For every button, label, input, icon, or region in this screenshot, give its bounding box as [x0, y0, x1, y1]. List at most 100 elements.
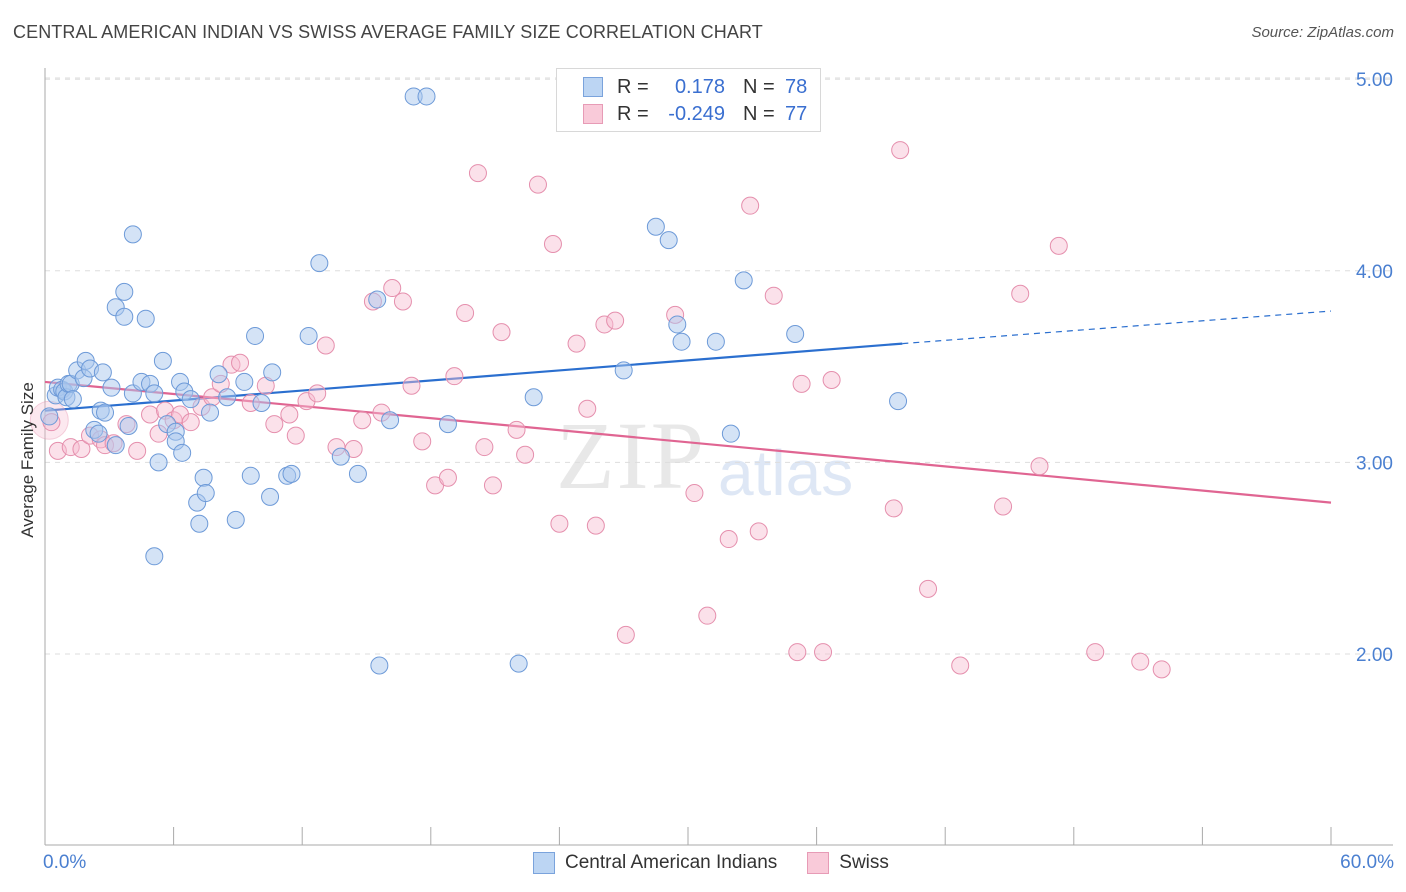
- data-point-central-american-indians: [194, 468, 213, 487]
- data-point-swiss: [616, 625, 635, 644]
- trend-line-extension: [902, 310, 1332, 345]
- data-point-swiss: [516, 445, 535, 464]
- r-value: 0.178: [674, 75, 725, 98]
- y-tick-labels: 2.00 3.00 4.00 5.00: [1356, 70, 1393, 666]
- data-point-central-american-indians: [96, 403, 115, 422]
- data-point-central-american-indians: [263, 363, 282, 382]
- data-point-swiss: [567, 334, 586, 353]
- data-point-central-american-indians: [115, 282, 134, 301]
- data-point-swiss: [1152, 660, 1171, 679]
- n-label: N =: [743, 75, 775, 98]
- data-point-central-american-indians: [721, 424, 740, 443]
- data-point-central-american-indians: [153, 351, 172, 370]
- data-point-central-american-indians: [226, 510, 245, 529]
- data-point-central-american-indians: [668, 315, 687, 334]
- data-point-swiss: [788, 643, 807, 662]
- data-point-swiss: [1049, 236, 1068, 255]
- data-point-central-american-indians: [310, 254, 329, 273]
- data-point-swiss: [402, 376, 421, 395]
- data-point-swiss: [280, 405, 299, 424]
- data-point-central-american-indians: [370, 656, 389, 675]
- data-point-central-american-indians: [438, 415, 457, 434]
- data-points: [29, 87, 1171, 679]
- source-label: Source: ZipAtlas.com: [1251, 24, 1394, 41]
- data-point-central-american-indians: [299, 326, 318, 345]
- data-point-swiss: [1030, 457, 1049, 476]
- data-point-swiss: [413, 432, 432, 451]
- data-point-swiss: [792, 374, 811, 393]
- data-point-swiss: [919, 579, 938, 598]
- data-point-central-american-indians: [524, 388, 543, 407]
- data-point-central-american-indians: [646, 217, 665, 236]
- data-point-swiss: [528, 175, 547, 194]
- data-point-central-american-indians: [40, 407, 59, 426]
- data-point-central-american-indians: [89, 424, 108, 443]
- y-tick-label: 3.00: [1356, 453, 1393, 474]
- data-point-central-american-indians: [659, 231, 678, 250]
- data-point-central-american-indians: [123, 225, 142, 244]
- data-point-central-american-indians: [201, 403, 220, 422]
- data-point-central-american-indians: [235, 372, 254, 391]
- axes: [44, 68, 1393, 846]
- y-tick-label: 2.00: [1356, 645, 1393, 666]
- data-point-swiss: [1131, 652, 1150, 671]
- data-point-central-american-indians: [119, 416, 138, 435]
- y-axis-label: Average Family Size: [18, 382, 37, 538]
- data-point-central-american-indians: [786, 325, 805, 344]
- data-point-swiss: [181, 413, 200, 432]
- data-point-swiss: [438, 468, 457, 487]
- data-point-swiss: [128, 441, 147, 460]
- data-point-central-american-indians: [734, 271, 753, 290]
- data-point-swiss: [685, 484, 704, 503]
- data-point-swiss: [456, 303, 475, 322]
- data-point-central-american-indians: [241, 466, 260, 485]
- data-point-swiss: [507, 420, 526, 439]
- y-tick-label: 4.00: [1356, 262, 1393, 283]
- data-point-central-american-indians: [181, 390, 200, 409]
- chart-title: CENTRAL AMERICAN INDIAN VS SWISS AVERAGE…: [13, 22, 763, 42]
- data-point-swiss: [586, 516, 605, 535]
- data-point-swiss: [492, 323, 511, 342]
- data-point-central-american-indians: [136, 309, 155, 328]
- watermark-zip: ZIP: [556, 402, 706, 509]
- data-point-central-american-indians: [63, 390, 82, 409]
- data-point-central-american-indians: [218, 388, 237, 407]
- data-point-swiss: [543, 234, 562, 253]
- legend-label: Central American Indians: [565, 852, 778, 873]
- data-point-swiss: [483, 476, 502, 495]
- data-point-central-american-indians: [368, 290, 387, 309]
- data-point-central-american-indians: [93, 363, 112, 382]
- data-point-swiss: [606, 311, 625, 330]
- data-point-central-american-indians: [190, 514, 209, 533]
- data-point-central-american-indians: [889, 392, 908, 411]
- data-point-central-american-indians: [331, 447, 350, 466]
- data-point-swiss: [1086, 643, 1105, 662]
- data-point-swiss: [393, 292, 412, 311]
- data-point-central-american-indians: [417, 87, 436, 106]
- data-point-swiss: [595, 315, 614, 334]
- data-point-swiss: [822, 371, 841, 390]
- trend-line-swiss: [44, 380, 1332, 504]
- data-point-swiss: [475, 438, 494, 457]
- data-point-central-american-indians: [149, 453, 168, 472]
- data-point-swiss: [383, 279, 402, 298]
- data-point-swiss: [814, 643, 833, 662]
- data-point-swiss: [891, 141, 910, 160]
- data-point-swiss: [578, 399, 597, 418]
- data-point-central-american-indians: [509, 654, 528, 673]
- data-point-swiss: [719, 530, 738, 549]
- data-point-swiss: [297, 392, 316, 411]
- data-point-central-american-indians: [173, 443, 192, 462]
- data-point-central-american-indians: [145, 547, 164, 566]
- data-point-swiss: [265, 415, 284, 434]
- data-point-swiss: [171, 405, 190, 424]
- data-point-swiss: [468, 164, 487, 183]
- data-point-swiss: [231, 353, 250, 372]
- data-point-central-american-indians: [252, 394, 271, 413]
- data-point-central-american-indians: [614, 361, 633, 380]
- data-point-swiss: [353, 411, 372, 430]
- data-point-swiss: [316, 336, 335, 355]
- data-point-central-american-indians: [348, 464, 367, 483]
- legend-swatch-blue: [533, 852, 555, 874]
